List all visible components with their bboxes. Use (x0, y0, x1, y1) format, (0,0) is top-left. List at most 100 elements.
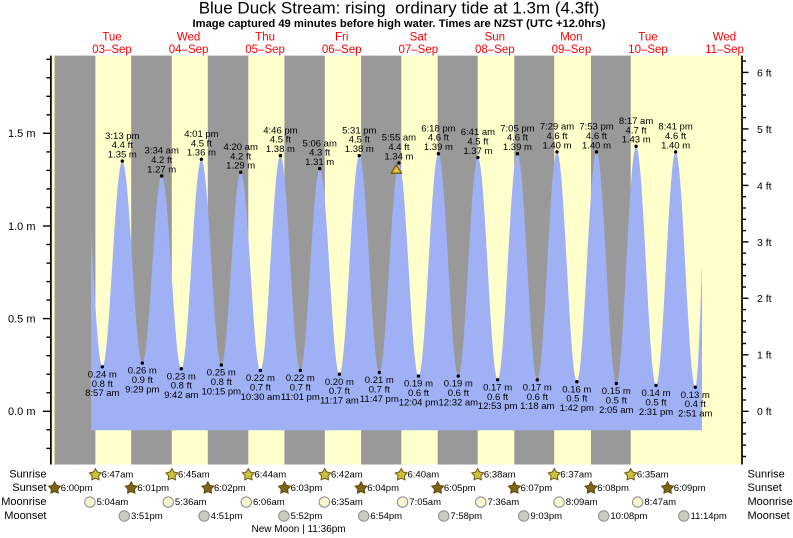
svg-text:0.19 m: 0.19 m (404, 379, 433, 390)
svg-text:Sat: Sat (410, 31, 428, 43)
svg-text:6:47am: 6:47am (102, 470, 134, 481)
svg-text:6:07pm: 6:07pm (521, 483, 553, 494)
svg-text:0.21 m: 0.21 m (365, 375, 394, 386)
svg-text:5:31 pm: 5:31 pm (342, 125, 376, 136)
svg-text:8:47am: 8:47am (644, 497, 676, 508)
svg-text:0.7 ft: 0.7 ft (329, 386, 350, 397)
svg-text:6:40am: 6:40am (408, 470, 440, 481)
svg-text:10:15 pm: 10:15 pm (201, 386, 241, 397)
svg-text:6:08pm: 6:08pm (597, 483, 629, 494)
svg-text:1 ft: 1 ft (757, 350, 772, 362)
svg-text:1:42 pm: 1:42 pm (560, 403, 594, 414)
svg-text:08–Sep: 08–Sep (475, 44, 515, 56)
svg-text:7:29 am: 7:29 am (540, 122, 574, 133)
svg-text:1.37 m: 1.37 m (463, 146, 492, 157)
svg-text:Moonset: Moonset (748, 510, 790, 522)
svg-text:6:01pm: 6:01pm (137, 483, 169, 494)
svg-text:0.20 m: 0.20 m (325, 377, 354, 388)
svg-text:03–Sep: 03–Sep (92, 44, 132, 56)
svg-text:1.39 m: 1.39 m (424, 142, 453, 153)
svg-text:6:45am: 6:45am (178, 470, 210, 481)
svg-text:10:30 am: 10:30 am (241, 392, 281, 403)
svg-text:10:08pm: 10:08pm (610, 511, 647, 522)
svg-text:6:41 am: 6:41 am (461, 127, 495, 138)
svg-text:12:53 pm: 12:53 pm (478, 401, 518, 412)
svg-text:9:03pm: 9:03pm (530, 511, 562, 522)
svg-text:0.5 ft: 0.5 ft (645, 397, 666, 408)
svg-text:5 ft: 5 ft (757, 124, 772, 136)
svg-text:7:53 pm: 7:53 pm (579, 122, 613, 133)
svg-text:7:05 pm: 7:05 pm (500, 123, 534, 134)
svg-text:8:17 am: 8:17 am (619, 116, 653, 127)
svg-text:3 ft: 3 ft (757, 237, 772, 249)
svg-text:Moonrise: Moonrise (1, 496, 46, 508)
svg-text:6:18 pm: 6:18 pm (421, 123, 455, 134)
svg-text:5:52pm: 5:52pm (291, 511, 323, 522)
svg-text:4:46 pm: 4:46 pm (263, 125, 297, 136)
svg-text:9:42 am: 9:42 am (164, 390, 198, 401)
svg-text:1.35 m: 1.35 m (108, 150, 137, 161)
svg-text:0.8 ft: 0.8 ft (92, 379, 113, 390)
svg-text:4.5 ft: 4.5 ft (349, 135, 370, 146)
svg-text:Mon: Mon (560, 31, 582, 43)
svg-text:4:51pm: 4:51pm (211, 511, 243, 522)
svg-text:Moonrise: Moonrise (748, 496, 793, 508)
svg-text:Sunset: Sunset (748, 482, 782, 494)
svg-text:0.26 m: 0.26 m (128, 366, 157, 377)
svg-text:11:01 pm: 11:01 pm (281, 392, 320, 403)
svg-text:Sun: Sun (485, 31, 505, 43)
svg-text:6:00pm: 6:00pm (61, 483, 93, 494)
svg-text:0.0 m: 0.0 m (8, 406, 36, 418)
svg-text:1.38 m: 1.38 m (266, 144, 295, 155)
svg-text:6:54pm: 6:54pm (370, 511, 402, 522)
svg-text:0.19 m: 0.19 m (444, 379, 473, 390)
svg-text:05–Sep: 05–Sep (245, 44, 285, 56)
svg-text:8:09am: 8:09am (566, 497, 598, 508)
svg-text:0.25 m: 0.25 m (207, 368, 236, 379)
svg-text:0.15 m: 0.15 m (602, 386, 631, 397)
svg-text:4.2 ft: 4.2 ft (151, 155, 172, 166)
svg-text:0.5 ft: 0.5 ft (566, 394, 587, 405)
svg-text:2:31 pm: 2:31 pm (639, 407, 673, 418)
svg-text:6 ft: 6 ft (757, 67, 772, 79)
svg-text:0.6 ft: 0.6 ft (527, 392, 548, 403)
svg-text:06–Sep: 06–Sep (322, 44, 362, 56)
svg-text:5:06 am: 5:06 am (303, 138, 337, 149)
svg-text:5:55 am: 5:55 am (382, 133, 416, 144)
svg-text:5:36am: 5:36am (175, 497, 207, 508)
svg-text:Fri: Fri (335, 31, 348, 43)
svg-text:4.5 ft: 4.5 ft (270, 135, 291, 146)
svg-text:1.0 m: 1.0 m (8, 221, 36, 233)
svg-text:0.22 m: 0.22 m (246, 373, 275, 384)
svg-text:Sunrise: Sunrise (748, 469, 785, 481)
svg-text:0.8 ft: 0.8 ft (211, 377, 232, 388)
svg-text:4.6 ft: 4.6 ft (586, 131, 607, 142)
svg-text:7:05am: 7:05am (409, 497, 441, 508)
svg-text:4.5 ft: 4.5 ft (467, 136, 488, 147)
svg-text:3:13 pm: 3:13 pm (105, 131, 139, 142)
svg-text:4.6 ft: 4.6 ft (428, 133, 449, 144)
svg-text:Wed: Wed (713, 31, 736, 43)
svg-text:Sunset: Sunset (12, 482, 46, 494)
svg-text:Image captured 49 minutes befo: Image captured 49 minutes before high wa… (193, 18, 606, 30)
svg-text:0.23 m: 0.23 m (167, 371, 196, 382)
svg-text:4.6 ft: 4.6 ft (546, 131, 567, 142)
svg-text:6:37am: 6:37am (560, 470, 592, 481)
svg-text:7:36am: 7:36am (488, 497, 520, 508)
svg-text:1.29 m: 1.29 m (226, 161, 255, 172)
svg-text:12:32 am: 12:32 am (438, 398, 478, 409)
svg-text:0.9 ft: 0.9 ft (132, 375, 153, 386)
svg-text:1.34 m: 1.34 m (384, 151, 413, 162)
svg-text:Wed: Wed (177, 31, 200, 43)
svg-text:07–Sep: 07–Sep (398, 44, 438, 56)
svg-text:09–Sep: 09–Sep (552, 44, 592, 56)
svg-text:11:17 am: 11:17 am (320, 396, 359, 407)
svg-text:10–Sep: 10–Sep (628, 44, 668, 56)
svg-text:8:57 am: 8:57 am (85, 388, 119, 399)
svg-text:1:18 am: 1:18 am (520, 401, 554, 412)
svg-text:0.6 ft: 0.6 ft (408, 388, 429, 399)
svg-text:Moonset: Moonset (4, 510, 46, 522)
svg-text:6:02pm: 6:02pm (214, 483, 246, 494)
svg-text:6:38am: 6:38am (484, 470, 516, 481)
svg-text:3:34 am: 3:34 am (145, 146, 179, 157)
